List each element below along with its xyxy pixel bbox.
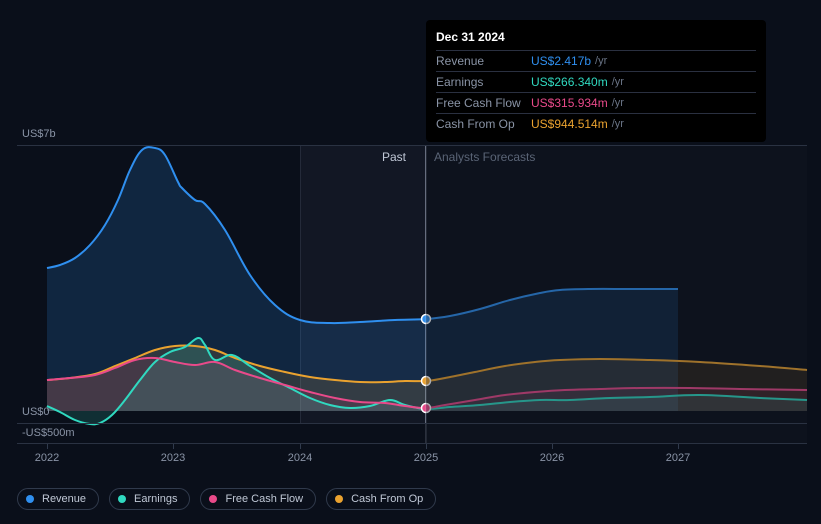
x-axis-label: 2027 (666, 452, 690, 464)
legend-item-fcf[interactable]: Free Cash Flow (200, 488, 316, 510)
legend-dot-icon (335, 495, 343, 503)
legend-item-earnings[interactable]: Earnings (109, 488, 190, 510)
tooltip-row-unit: /yr (612, 97, 624, 109)
legend-dot-icon (26, 495, 34, 503)
tooltip-row-unit: /yr (612, 118, 624, 130)
tooltip-row-value: US$944.514m (531, 117, 608, 131)
x-axis-label: 2022 (35, 452, 59, 464)
legend-item-label: Cash From Op (351, 493, 423, 505)
grid-line (17, 423, 807, 424)
tooltip-row: EarningsUS$266.340m/yr (436, 71, 756, 92)
tooltip-row-value: US$315.934m (531, 96, 608, 110)
legend-item-label: Free Cash Flow (225, 493, 303, 505)
legend-item-label: Earnings (134, 493, 177, 505)
tooltip-row-label: Free Cash Flow (436, 96, 531, 110)
tooltip-row-label: Revenue (436, 54, 531, 68)
grid-line (17, 145, 807, 146)
forecast-overlay (426, 145, 807, 443)
tooltip-row-unit: /yr (595, 55, 607, 67)
x-axis-label: 2024 (288, 452, 312, 464)
tooltip-row: Free Cash FlowUS$315.934m/yr (436, 92, 756, 113)
tooltip-row: RevenueUS$2.417b/yr (436, 50, 756, 71)
legend-item-revenue[interactable]: Revenue (17, 488, 99, 510)
x-axis-label: 2026 (540, 452, 564, 464)
y-axis-label: US$7b (22, 128, 56, 140)
forecast-section-label: Analysts Forecasts (434, 150, 535, 164)
tooltip-row-value: US$266.340m (531, 75, 608, 89)
chart-legend: Revenue Earnings Free Cash Flow Cash From O… (17, 488, 436, 510)
y-axis-label: US$0 (22, 406, 50, 418)
financials-chart: US$7b US$0 -US$500m Past Analysts Forecast… (0, 0, 821, 524)
x-axis-label: 2023 (161, 452, 185, 464)
tooltip-row: Cash From OpUS$944.514m/yr (436, 113, 756, 134)
past-section-label: Past (382, 150, 406, 164)
tooltip-row-label: Earnings (436, 75, 531, 89)
tooltip-row-value: US$2.417b (531, 54, 591, 68)
grid-line (17, 443, 807, 444)
tooltip-date: Dec 31 2024 (436, 28, 756, 50)
data-tooltip: Dec 31 2024 RevenueUS$2.417b/yrEarningsU… (426, 20, 766, 142)
legend-dot-icon (118, 495, 126, 503)
legend-item-cfo[interactable]: Cash From Op (326, 488, 436, 510)
tooltip-row-unit: /yr (612, 76, 624, 88)
tooltip-row-label: Cash From Op (436, 117, 531, 131)
legend-item-label: Revenue (42, 493, 86, 505)
y-axis-label: -US$500m (22, 427, 75, 439)
legend-dot-icon (209, 495, 217, 503)
x-axis-label: 2025 (414, 452, 438, 464)
